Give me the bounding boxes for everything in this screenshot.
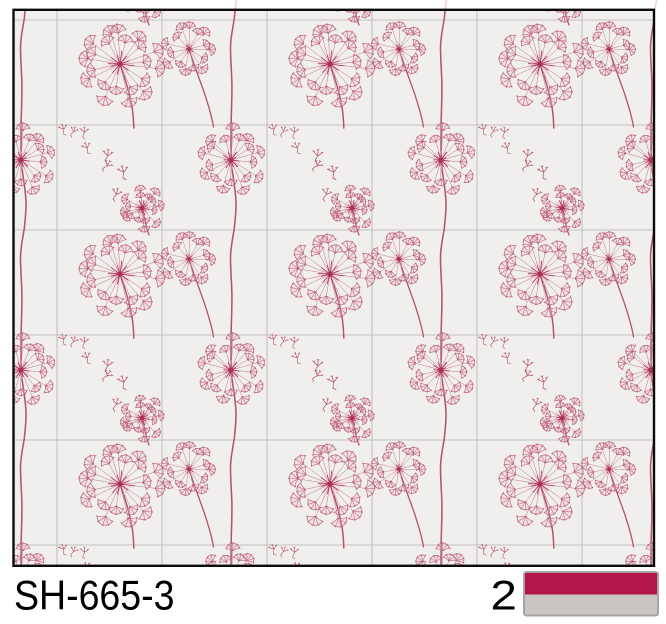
svg-text:2: 2 (491, 572, 517, 619)
svg-text:SH-665-3: SH-665-3 (14, 572, 175, 619)
